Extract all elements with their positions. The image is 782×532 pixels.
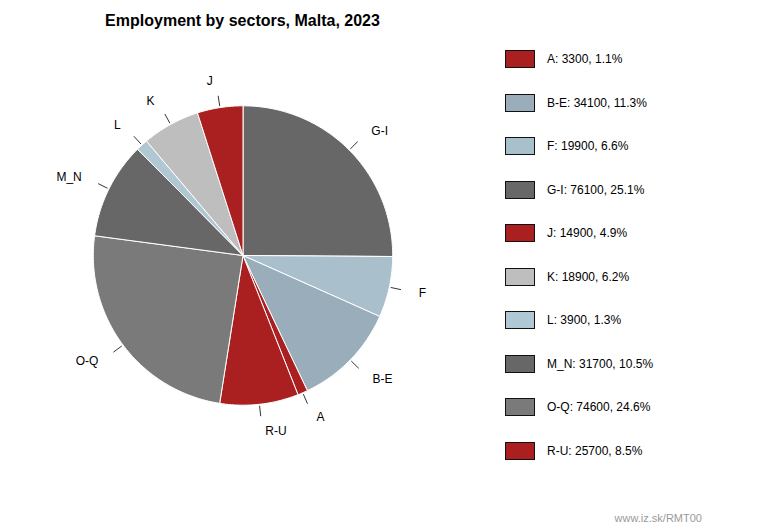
- html-text:www.iz.sk/RMT00: www.iz.sk/RMT00: [614, 512, 702, 524]
- svg-text:R-U: R-U: [265, 424, 286, 438]
- svg-text:B-E: B-E: [372, 372, 392, 386]
- html-text:B-E: 34100, 11.3%: B-E: 34100, 11.3%: [547, 95, 647, 110]
- svg-text:K: K: [147, 94, 155, 108]
- svg-text:A: A: [316, 410, 324, 424]
- html-text:K: 18900, 6.2%: K: 18900, 6.2%: [547, 269, 630, 284]
- svg-text:L: L: [114, 118, 121, 132]
- svg-text:G-I: G-I: [371, 124, 388, 138]
- html-text:M_N: 31700, 10.5%: M_N: 31700, 10.5%: [547, 356, 654, 371]
- svg-text:M_N: M_N: [56, 170, 81, 184]
- html-text:J: 14900, 4.9%: J: 14900, 4.9%: [547, 226, 628, 241]
- html-text:F: 19900, 6.6%: F: 19900, 6.6%: [547, 139, 629, 154]
- html-text:L: 3900, 1.3%: L: 3900, 1.3%: [547, 313, 622, 328]
- svg-text:F: F: [419, 286, 426, 300]
- html-text:G-I: 76100, 25.1%: G-I: 76100, 25.1%: [547, 182, 645, 197]
- svg-text:O-Q: O-Q: [76, 354, 99, 368]
- html-text:O-Q: 74600, 24.6%: O-Q: 74600, 24.6%: [547, 400, 651, 415]
- svg-text:J: J: [207, 74, 213, 88]
- html-text:Employment by sectors, Malta,: Employment by sectors, Malta, 2023: [105, 12, 380, 29]
- html-text:A: 3300, 1.1%: A: 3300, 1.1%: [547, 52, 623, 66]
- html-text:R-U: 25700, 8.5%: R-U: 25700, 8.5%: [547, 443, 643, 458]
